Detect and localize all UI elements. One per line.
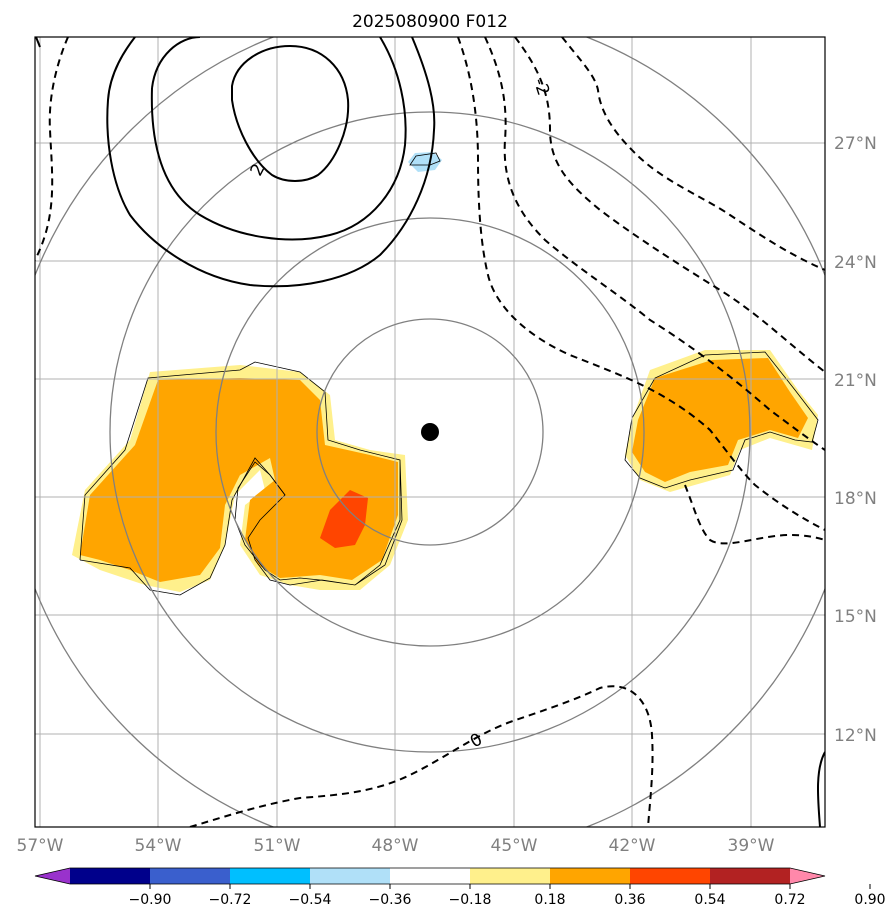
- lat-tick: 24°N: [834, 253, 877, 273]
- colorbar-tick-label: −0.18: [449, 892, 492, 908]
- colorbar-tick-label: −0.36: [369, 892, 412, 908]
- colorbar-outline: [34, 867, 826, 885]
- colorbar-segment: [710, 868, 791, 884]
- colorbar-tick-label: 0.18: [534, 892, 565, 908]
- colorbar-segment: [550, 868, 631, 884]
- colorbar-extend-high: [790, 868, 825, 884]
- longitude-labels: 57°W 54°W 51°W 48°W 45°W 42°W 39°W: [17, 836, 775, 856]
- colorbar-segment: [310, 868, 391, 884]
- storm-center-marker: [421, 423, 439, 441]
- lon-tick: 42°W: [609, 836, 656, 856]
- lon-tick: 39°W: [728, 836, 775, 856]
- colorbar-tick-label: −0.72: [209, 892, 252, 908]
- lat-tick: 18°N: [834, 489, 877, 509]
- colorbar-tick-label: −0.90: [129, 892, 172, 908]
- range-rings: [35, 37, 825, 827]
- lon-tick: 51°W: [254, 836, 301, 856]
- plot-title: 2025080900 F012: [352, 12, 508, 32]
- lat-tick: 27°N: [834, 134, 877, 154]
- colorbar-segment: [470, 868, 551, 884]
- map-frame: [34, 36, 826, 828]
- map-area: 2 -2 0: [35, 37, 825, 827]
- colorbar-segment: [70, 868, 151, 884]
- lat-tick: 15°N: [834, 607, 877, 627]
- lat-tick: 12°N: [834, 726, 877, 746]
- shaded-field: [72, 152, 818, 592]
- lon-tick: 45°W: [491, 836, 538, 856]
- contour-label-neg2: -2: [529, 76, 553, 98]
- colorbar-tick-label: 0.72: [774, 892, 805, 908]
- colorbar-extend-low: [35, 868, 70, 884]
- west-anomaly-core: [80, 378, 398, 582]
- lon-tick: 57°W: [17, 836, 64, 856]
- contour-label-0: 0: [467, 730, 486, 753]
- east-anomaly-core: [632, 358, 808, 482]
- solid-contours: [35, 37, 825, 827]
- colorbar-tick-label: −0.54: [289, 892, 332, 908]
- graticule: [35, 37, 825, 827]
- dashed-contours: [35, 37, 825, 827]
- colorbar-segment: [230, 868, 311, 884]
- colorbar-segment: [390, 868, 471, 884]
- colorbar-tick-label: 0.90: [854, 892, 885, 908]
- colorbar-segment: [150, 868, 231, 884]
- lon-tick: 48°W: [372, 836, 419, 856]
- latitude-labels: 27°N 24°N 21°N 18°N 15°N 12°N: [834, 134, 877, 746]
- lat-tick: 21°N: [834, 371, 877, 391]
- west-anomaly-max: [320, 490, 368, 548]
- colorbar-tick-label: 0.36: [614, 892, 645, 908]
- contour-label-2: 2: [247, 161, 270, 180]
- colorbar-tick-label: 0.54: [694, 892, 725, 908]
- north-negative-spot: [408, 152, 442, 172]
- colorbar: −0.90 −0.72 −0.54 −0.36 −0.18 0.18 0.36 0.54 0.7…: [34, 867, 886, 908]
- lon-tick: 54°W: [135, 836, 182, 856]
- colorbar-segment: [630, 868, 711, 884]
